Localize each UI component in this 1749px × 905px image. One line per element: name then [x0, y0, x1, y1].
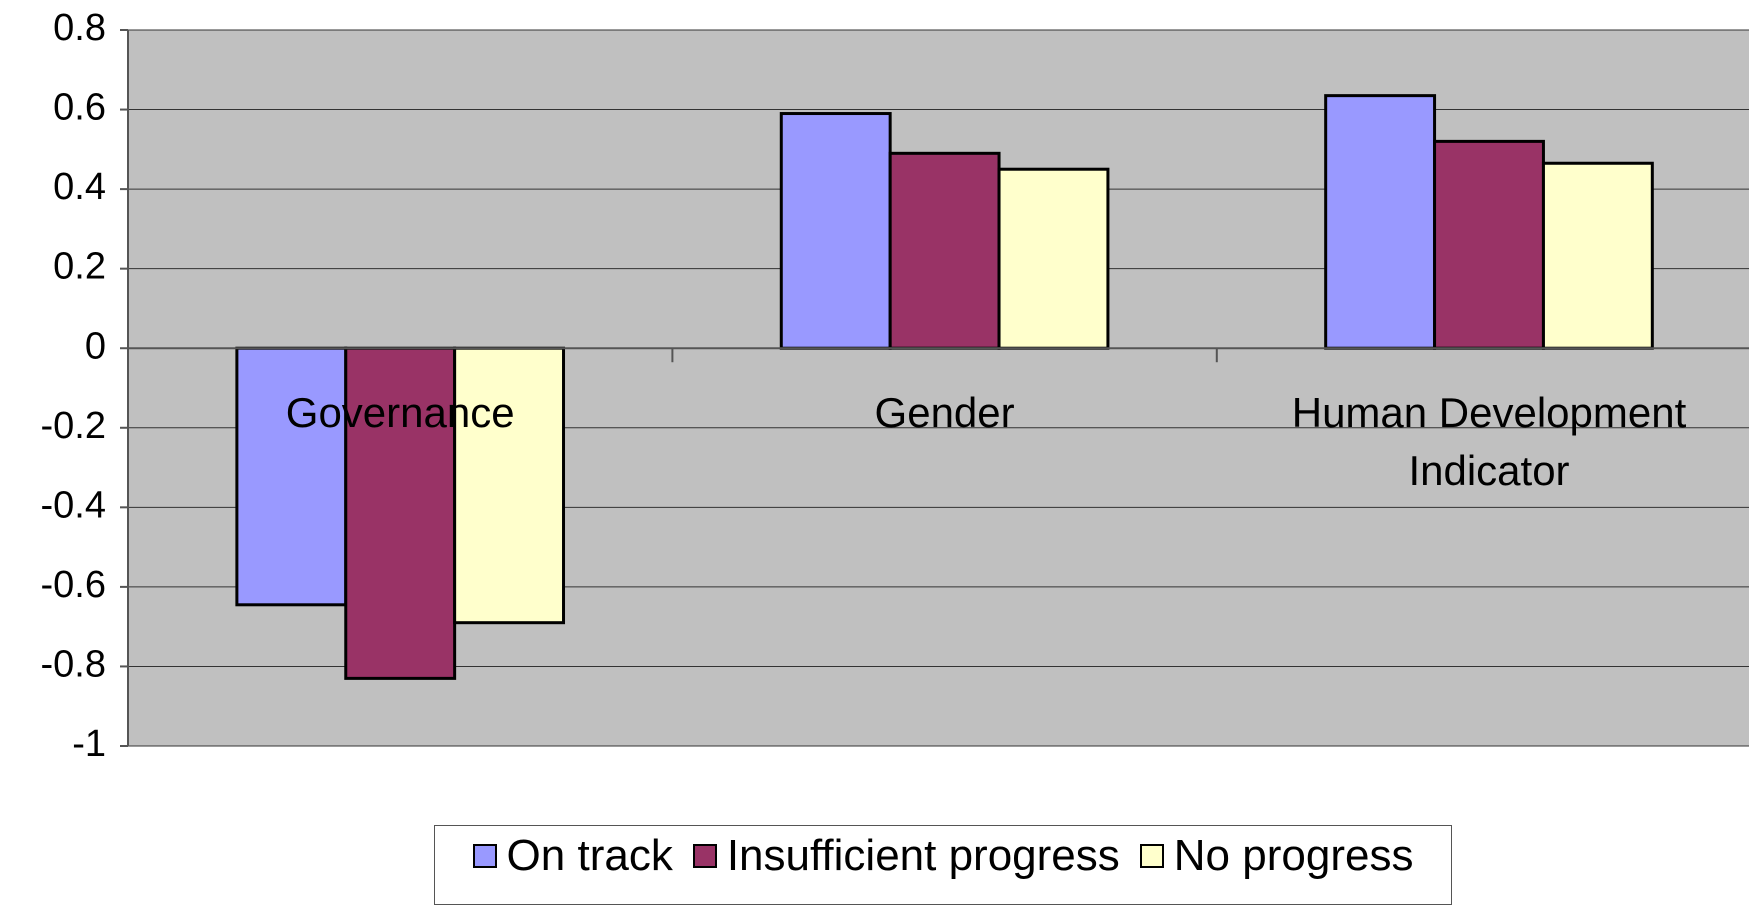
y-tick-label: -0.2 — [41, 405, 106, 447]
legend: On track Insufficient progress No progress — [434, 825, 1452, 905]
x-tick-label: Governance — [285, 389, 515, 437]
bar — [344, 346, 457, 680]
y-tick-label: -0.6 — [41, 564, 106, 606]
y-tick-label: -0.8 — [41, 643, 106, 685]
x-tick-label: Human Development Indicator — [1291, 389, 1687, 495]
legend-label: Insufficient progress — [726, 831, 1120, 880]
legend-label: On track — [506, 831, 673, 880]
legend-item: On track — [472, 830, 673, 882]
legend-swatch — [472, 844, 497, 868]
y-tick-label: 0 — [85, 325, 106, 367]
bar — [1324, 94, 1437, 350]
y-tick-label: -1 — [72, 723, 106, 765]
legend-item: No progress — [1139, 830, 1414, 882]
bar — [1541, 161, 1654, 350]
x-tick-label: Gender — [874, 389, 1015, 437]
bar — [888, 151, 1001, 350]
y-tick-label: 0.6 — [53, 87, 106, 129]
y-tick-label: 0.8 — [53, 7, 106, 49]
y-tick-label: -0.4 — [41, 484, 106, 526]
legend-swatch — [692, 844, 717, 868]
legend-swatch — [1139, 844, 1164, 868]
bar — [997, 167, 1110, 350]
bar — [1433, 139, 1545, 350]
y-tick-label: 0.2 — [53, 246, 106, 288]
legend-label: No progress — [1173, 831, 1414, 880]
bar — [453, 346, 566, 625]
y-tick-label: 0.4 — [53, 166, 106, 208]
legend-item: Insufficient progress — [692, 830, 1120, 882]
page: {"chart_data": {"type": "bar", "categori… — [40, 7, 1749, 905]
chart: -1 -0.8 -0.6 -0.4 -0.2 0 0.2 0.4 0.6 0.8 — [41, 7, 1749, 765]
bar — [779, 112, 892, 350]
